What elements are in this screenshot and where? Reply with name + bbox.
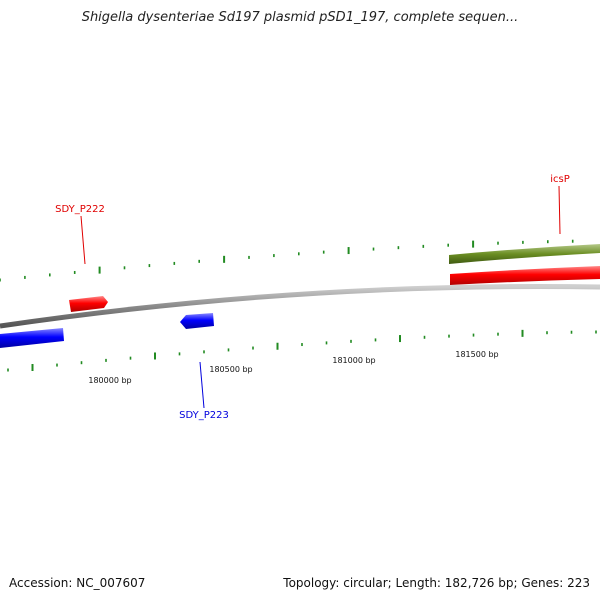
gene-icsP-arrow[interactable] (450, 266, 600, 285)
icsP-leader (558, 185, 561, 235)
accession-text: Accession: NC_007607 (9, 576, 146, 590)
gene-label-icsP[interactable]: icsP (550, 174, 570, 185)
scale-label-181500: 181500 bp (455, 350, 498, 359)
topology-summary: Topology: circular; Length: 182,726 bp; … (283, 576, 590, 590)
feature-track-band (449, 244, 600, 264)
scale-label-181000: 181000 bp (332, 356, 375, 365)
gene-SDY_P223-arrow[interactable] (180, 313, 214, 329)
map-title: Shigella dysenteriae Sd197 plasmid pSD1_… (81, 10, 519, 25)
outer-tick-track (0, 239, 574, 282)
gene-label-SDY_P222[interactable]: SDY_P222 (55, 204, 105, 215)
SDY_P222-leader (80, 215, 86, 265)
scale-label-180000: 180000 bp (88, 376, 131, 385)
gene-SDY_P222-arrow[interactable] (69, 296, 108, 312)
gene-label-SDY_P223[interactable]: SDY_P223 (179, 410, 229, 421)
gene-reverse-band-left[interactable] (0, 328, 64, 348)
plasmid-backbone (0, 284, 600, 329)
scale-label-180500: 180500 bp (209, 365, 252, 374)
inner-tick-track (7, 329, 597, 372)
SDY_P223-leader (199, 361, 205, 409)
